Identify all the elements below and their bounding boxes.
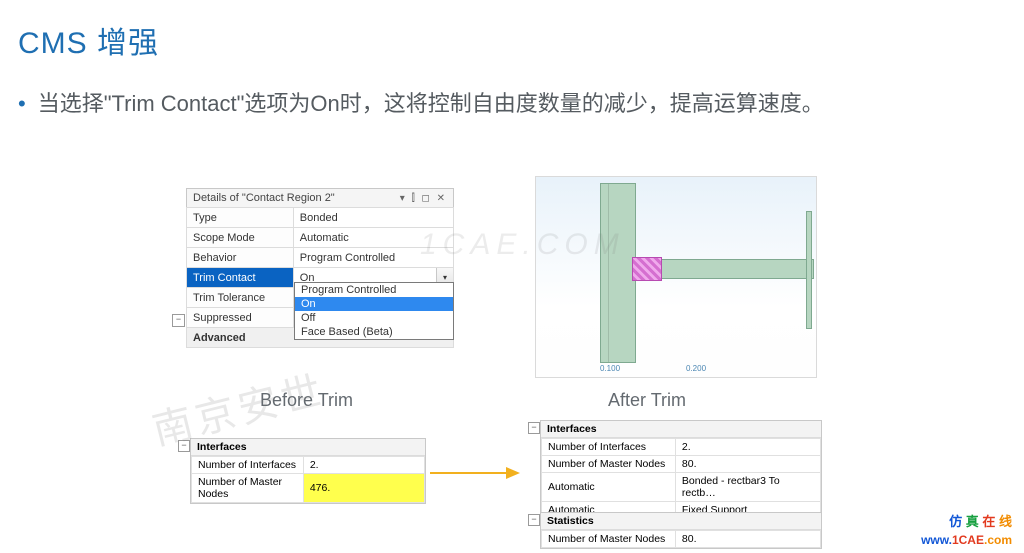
- dropdown-option[interactable]: Off: [295, 311, 453, 325]
- details-panel: Details of "Contact Region 2" ▾ ⫿ ◻ ✕ Ty…: [186, 188, 454, 348]
- details-row-label: Trim Tolerance: [187, 288, 294, 308]
- details-row-value[interactable]: Bonded: [293, 208, 453, 228]
- arrow-before-to-after: [430, 467, 520, 479]
- before-interfaces-table: − Interfaces Number of Interfaces2.Numbe…: [190, 438, 426, 504]
- contact-region-highlight: [632, 257, 662, 281]
- details-panel-header: Details of "Contact Region 2" ▾ ⫿ ◻ ✕: [186, 188, 454, 207]
- after-interfaces-header: Interfaces: [541, 421, 821, 438]
- after-trim-label: After Trim: [608, 390, 686, 411]
- trim-contact-dropdown[interactable]: Program ControlledOnOffFace Based (Beta): [294, 282, 454, 340]
- table-value: 2.: [303, 457, 424, 474]
- table-value: 2.: [675, 439, 820, 456]
- dropdown-option[interactable]: On: [295, 297, 453, 311]
- details-row-label: Behavior: [187, 248, 294, 268]
- footer-ch-2: 在: [982, 514, 995, 529]
- dropdown-option[interactable]: Program Controlled: [295, 283, 453, 297]
- table-key: Number of Interfaces: [542, 439, 676, 456]
- details-row-value[interactable]: Program Controlled: [293, 248, 453, 268]
- details-panel-title: Details of "Contact Region 2": [193, 192, 335, 204]
- table-row: AutomaticBonded - rectbar3 To rectb…: [542, 473, 821, 502]
- footer-name: 1CAE: [952, 533, 984, 547]
- footer-ch-1: 真: [966, 514, 979, 529]
- after-interfaces-toggle[interactable]: −: [528, 422, 540, 434]
- footer-com: .com: [984, 533, 1012, 547]
- table-row: Number of Master Nodes80.: [542, 456, 821, 473]
- dropdown-option[interactable]: Face Based (Beta): [295, 325, 453, 339]
- table-row: Number of Master Nodes80.: [542, 531, 821, 548]
- viewport-scale-right: 0.200: [686, 364, 706, 373]
- footer-branding: 仿 真 在 线 www.1CAE.com: [921, 513, 1012, 549]
- bullet-text: 当选择"Trim Contact"选项为On时，这将控制自由度数量的减少，提高运…: [38, 88, 824, 120]
- table-key: Number of Master Nodes: [542, 456, 676, 473]
- table-value: 80.: [675, 531, 820, 548]
- before-interfaces-toggle[interactable]: −: [178, 440, 190, 452]
- footer-line1: 仿 真 在 线: [921, 513, 1012, 531]
- details-row-label: Trim Contact: [187, 268, 294, 288]
- after-statistics-toggle[interactable]: −: [528, 514, 540, 526]
- before-trim-label: Before Trim: [260, 390, 353, 411]
- footer-www: www.: [921, 533, 952, 547]
- table-row: Number of Interfaces2.: [542, 439, 821, 456]
- table-value: Bonded - rectbar3 To rectb…: [675, 473, 820, 502]
- table-key: Number of Interfaces: [192, 457, 304, 474]
- before-interfaces-header: Interfaces: [191, 439, 425, 456]
- table-key: Number of Master Nodes: [192, 474, 304, 503]
- model-viewport[interactable]: 0.100 0.200: [535, 176, 817, 378]
- table-key: Number of Master Nodes: [542, 531, 676, 548]
- table-value: 476.: [303, 474, 424, 503]
- details-row[interactable]: TypeBonded: [187, 208, 454, 228]
- footer-ch-0: 仿: [949, 514, 962, 529]
- footer-line2: www.1CAE.com: [921, 531, 1012, 549]
- after-statistics-table: − Statistics Number of Master Nodes80.: [540, 512, 822, 549]
- table-row: Number of Master Nodes476.: [192, 474, 425, 503]
- table-key: Automatic: [542, 473, 676, 502]
- after-interfaces-table: − Interfaces Number of Interfaces2.Numbe…: [540, 420, 822, 520]
- section-collapse-toggle[interactable]: −: [172, 314, 185, 327]
- details-row-value[interactable]: Automatic: [293, 228, 453, 248]
- bullet-row: • 当选择"Trim Contact"选项为On时，这将控制自由度数量的减少，提…: [18, 88, 1006, 120]
- after-statistics-header: Statistics: [541, 513, 821, 530]
- slide-title: CMS 增强: [18, 18, 159, 62]
- panel-pin-icons[interactable]: ▾ ⫿ ◻ ✕: [400, 193, 447, 204]
- details-row-label: Suppressed: [187, 308, 294, 328]
- details-row-label: Type: [187, 208, 294, 228]
- beam-end-vertical: [806, 211, 812, 329]
- details-row[interactable]: Scope ModeAutomatic: [187, 228, 454, 248]
- details-row[interactable]: BehaviorProgram Controlled: [187, 248, 454, 268]
- table-row: Number of Interfaces2.: [192, 457, 425, 474]
- beam-vertical: [600, 183, 636, 363]
- viewport-scale-left: 0.100: [600, 364, 620, 373]
- table-value: 80.: [675, 456, 820, 473]
- bullet-marker: •: [18, 88, 26, 120]
- details-row-label: Scope Mode: [187, 228, 294, 248]
- footer-ch-3: 线: [999, 514, 1012, 529]
